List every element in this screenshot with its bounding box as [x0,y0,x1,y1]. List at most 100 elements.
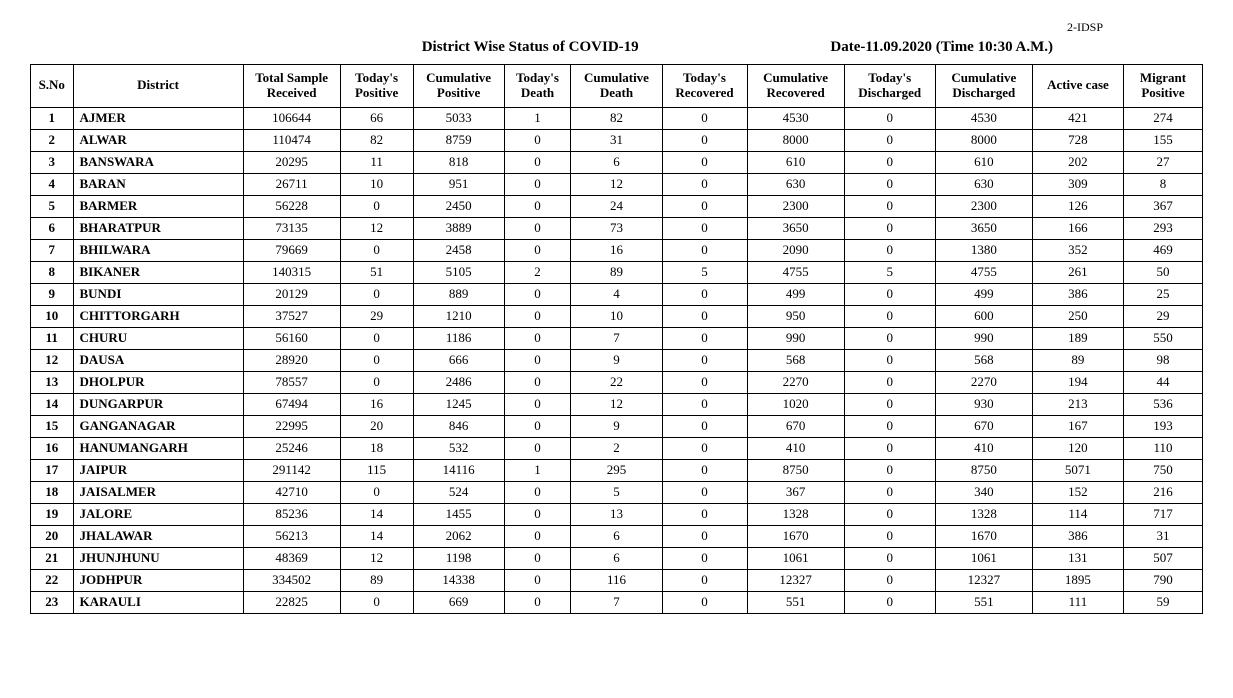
cell-sno: 5 [31,195,74,217]
cell-cdeath: 116 [571,569,662,591]
cell-tpos: 0 [340,591,413,613]
cell-sno: 9 [31,283,74,305]
cell-cpos: 1198 [413,547,504,569]
cell-district: DUNGARPUR [73,393,243,415]
cell-mig: 193 [1123,415,1202,437]
cell-district: GANGANAGAR [73,415,243,437]
cell-crec: 1061 [747,547,844,569]
cell-tdis: 0 [844,371,935,393]
cell-tdis: 0 [844,459,935,481]
table-row: 5BARMER56228024500240230002300126367 [31,195,1203,217]
cell-active: 386 [1032,283,1123,305]
cell-sno: 10 [31,305,74,327]
cell-sample: 78557 [243,371,340,393]
cell-mig: 293 [1123,217,1202,239]
cell-sample: 79669 [243,239,340,261]
cell-trec: 0 [662,503,747,525]
cell-tpos: 0 [340,327,413,349]
cell-tdeath: 0 [504,481,571,503]
cell-sample: 22995 [243,415,340,437]
cell-trec: 0 [662,239,747,261]
cell-district: BIKANER [73,261,243,283]
cell-cpos: 14116 [413,459,504,481]
cell-tdis: 0 [844,393,935,415]
cell-cpos: 818 [413,151,504,173]
col-header-tpos: Today's Positive [340,65,413,108]
cell-cpos: 5105 [413,261,504,283]
cell-sample: 106644 [243,107,340,129]
cell-district: BARAN [73,173,243,195]
cell-sno: 14 [31,393,74,415]
cell-mig: 59 [1123,591,1202,613]
cell-district: BARMER [73,195,243,217]
cell-cdeath: 7 [571,327,662,349]
cell-tdis: 0 [844,525,935,547]
cell-district: JODHPUR [73,569,243,591]
cell-active: 120 [1032,437,1123,459]
cell-tdis: 0 [844,305,935,327]
table-row: 19JALORE852361414550130132801328114717 [31,503,1203,525]
table-header-row: S.NoDistrictTotal Sample ReceivedToday's… [31,65,1203,108]
cell-trec: 5 [662,261,747,283]
cell-tpos: 12 [340,217,413,239]
cell-trec: 0 [662,525,747,547]
cell-district: BHARATPUR [73,217,243,239]
cell-cdis: 499 [935,283,1032,305]
col-header-cpos: Cumulative Positive [413,65,504,108]
table-row: 16HANUMANGARH25246185320204100410120110 [31,437,1203,459]
page-title: District Wise Status of COVID-19 [230,39,830,56]
table-row: 21JHUNJHUNU48369121198060106101061131507 [31,547,1203,569]
cell-cdis: 630 [935,173,1032,195]
cell-tdis: 0 [844,547,935,569]
cell-sno: 21 [31,547,74,569]
cell-cdeath: 16 [571,239,662,261]
cell-district: BHILWARA [73,239,243,261]
cell-tdeath: 0 [504,217,571,239]
cell-crec: 8000 [747,129,844,151]
cell-active: 386 [1032,525,1123,547]
cell-tpos: 66 [340,107,413,129]
cell-trec: 0 [662,217,747,239]
cell-cdeath: 13 [571,503,662,525]
cell-cpos: 8759 [413,129,504,151]
cell-crec: 410 [747,437,844,459]
cell-trec: 0 [662,393,747,415]
table-row: 20JHALAWAR5621314206206016700167038631 [31,525,1203,547]
cell-sno: 2 [31,129,74,151]
cell-cdeath: 7 [571,591,662,613]
cell-trec: 0 [662,569,747,591]
cell-cdeath: 2 [571,437,662,459]
cell-active: 250 [1032,305,1123,327]
cell-tpos: 18 [340,437,413,459]
cell-active: 194 [1032,371,1123,393]
cell-sample: 67494 [243,393,340,415]
cell-crec: 670 [747,415,844,437]
cell-tpos: 12 [340,547,413,569]
cell-tdis: 0 [844,151,935,173]
cell-mig: 110 [1123,437,1202,459]
cell-crec: 950 [747,305,844,327]
cell-tdis: 0 [844,195,935,217]
table-row: 22JODHPUR3345028914338011601232701232718… [31,569,1203,591]
cell-district: JAIPUR [73,459,243,481]
cell-cdeath: 24 [571,195,662,217]
cell-sample: 291142 [243,459,340,481]
cell-cpos: 846 [413,415,504,437]
cell-mig: 25 [1123,283,1202,305]
cell-tdeath: 0 [504,129,571,151]
cell-tpos: 0 [340,371,413,393]
cell-tdeath: 0 [504,173,571,195]
cell-tpos: 0 [340,195,413,217]
cell-cdeath: 9 [571,349,662,371]
cell-tdeath: 0 [504,525,571,547]
cell-cdis: 930 [935,393,1032,415]
cell-sno: 17 [31,459,74,481]
table-row: 15GANGANAGAR22995208460906700670167193 [31,415,1203,437]
doc-marker: 2-IDSP [30,20,1203,35]
cell-tpos: 51 [340,261,413,283]
col-header-trec: Today's Recovered [662,65,747,108]
cell-cpos: 532 [413,437,504,459]
table-body: 1AJMER10664466503318204530045304212742AL… [31,107,1203,613]
cell-cdis: 2300 [935,195,1032,217]
cell-cdis: 568 [935,349,1032,371]
